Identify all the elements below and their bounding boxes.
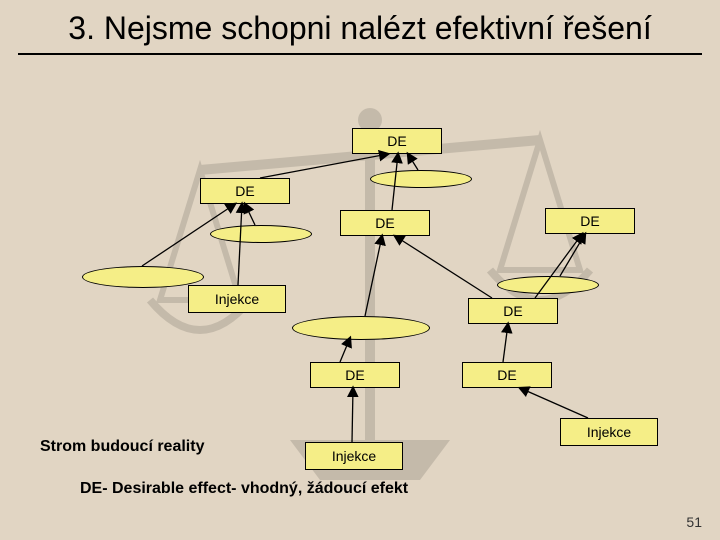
node-el3 — [497, 276, 599, 294]
node-el2 — [370, 170, 472, 188]
node-inj_bot: Injekce — [305, 442, 403, 470]
label-strom: Strom budoucí reality — [40, 438, 204, 456]
node-de_left: DE — [200, 178, 290, 204]
node-inj_right: Injekce — [560, 418, 658, 446]
node-de_mid: DE — [340, 210, 430, 236]
node-de_br: DE — [462, 362, 552, 388]
node-el1 — [210, 225, 312, 243]
diagram-canvas: DE DE DE DE Injekce Injekce Injekce DE DE DE — [0, 0, 720, 540]
footnote: DE- Desirable effect- vhodný, žádoucí ef… — [80, 480, 408, 498]
node-el5 — [292, 316, 430, 340]
node-de_right: DE — [545, 208, 635, 234]
node-de_mr: DE — [468, 298, 558, 324]
node-el4 — [82, 266, 204, 288]
node-de_top: DE — [352, 128, 442, 154]
page-number: 51 — [686, 514, 702, 530]
node-de_bl: DE — [310, 362, 400, 388]
node-inj_mid: Injekce — [188, 285, 286, 313]
